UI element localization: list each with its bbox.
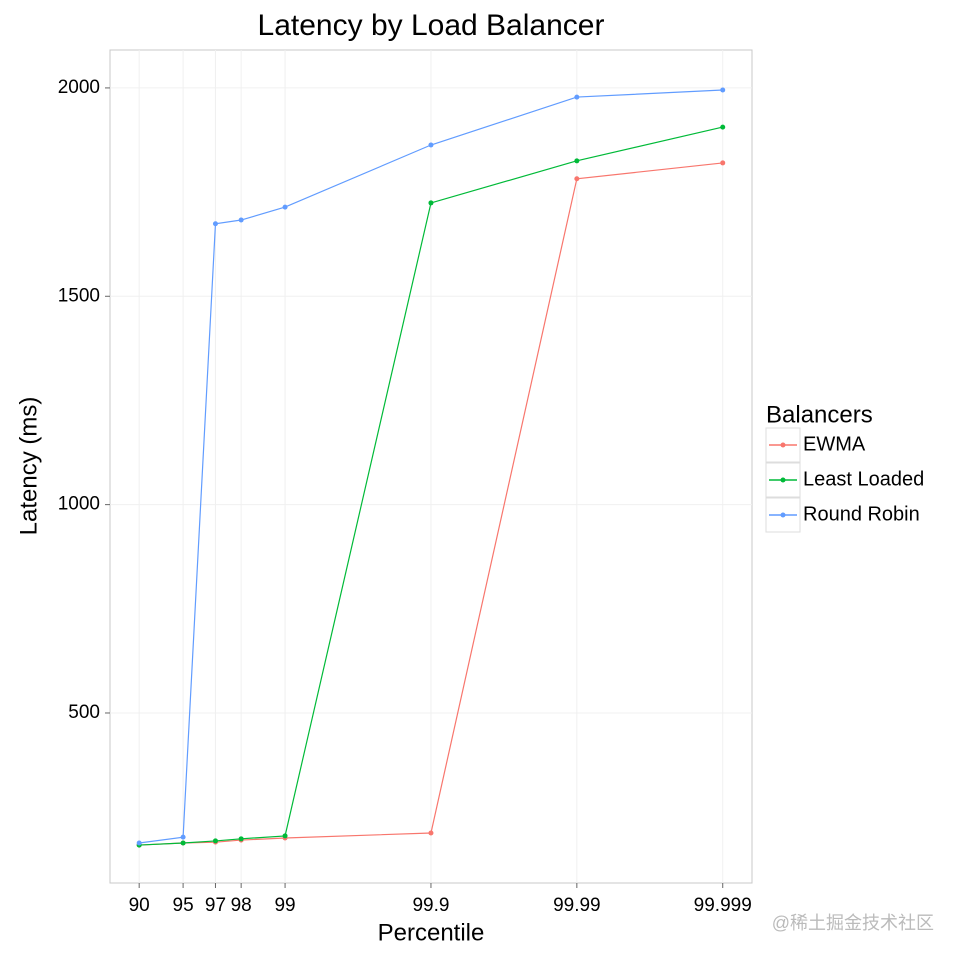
legend-label: Least Loaded [803,468,924,490]
point [574,176,580,182]
x-tick-label: 99.9 [412,895,449,916]
point [574,158,580,164]
y-axis-title: Latency (ms) [15,397,42,536]
point [282,833,288,839]
legend-dot [780,477,786,483]
x-tick-label: 99.999 [694,895,752,916]
point [212,838,218,844]
legend-label: Round Robin [803,503,920,525]
x-tick-label: 99 [274,895,295,916]
line [139,126,723,846]
point [428,200,434,206]
point [180,840,186,846]
x-tick-label: 99.99 [553,895,601,916]
x-axis-title: Percentile [378,919,485,946]
point [136,840,142,846]
point [238,217,244,223]
point [212,221,218,227]
point [238,836,244,842]
y-tick-label: 1500 [58,285,100,306]
point [720,124,726,130]
x-tick-label: 95 [173,895,194,916]
point [720,160,726,166]
point [574,94,580,100]
y-tick-label: 500 [68,702,100,723]
point [428,142,434,148]
y-tick-label: 2000 [58,77,100,98]
x-tick-label: 90 [129,895,150,916]
x-tick-label: 97 [205,895,226,916]
chart-title: Latency by Load Balancer [258,9,605,42]
point [180,834,186,840]
x-tick-label: 98 [231,895,252,916]
legend-dot [780,512,786,518]
watermark: @稀土掘金技术社区 [772,913,934,933]
point [428,830,434,836]
point [720,87,726,93]
y-tick-label: 1000 [58,494,100,515]
point [282,204,288,210]
legend-dot [780,442,786,448]
legend-title: Balancers [766,401,873,428]
line [139,89,723,844]
legend-label: EWMA [803,433,866,455]
